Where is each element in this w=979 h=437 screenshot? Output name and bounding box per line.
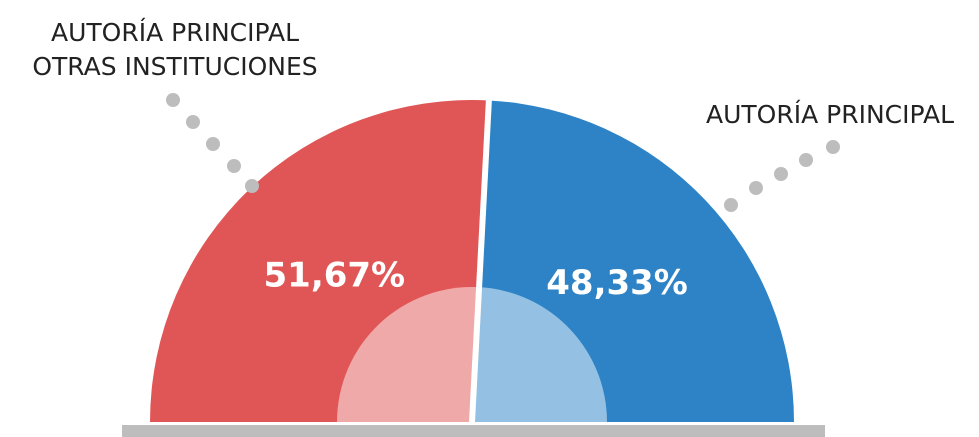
base-bar <box>122 425 825 437</box>
separator <box>469 98 492 423</box>
value-label: 48,33% <box>546 263 688 303</box>
leader-dots-left <box>166 93 259 193</box>
leader-dots-right <box>724 140 840 212</box>
inner-segment <box>337 287 480 422</box>
category-label: AUTORÍA PRINCIPAL OTRAS INSTITUCIONES <box>32 18 318 81</box>
inner-segment <box>472 287 607 422</box>
category-label: AUTORÍA PRINCIPAL <box>706 100 954 129</box>
value-label: 51,67% <box>264 255 406 295</box>
